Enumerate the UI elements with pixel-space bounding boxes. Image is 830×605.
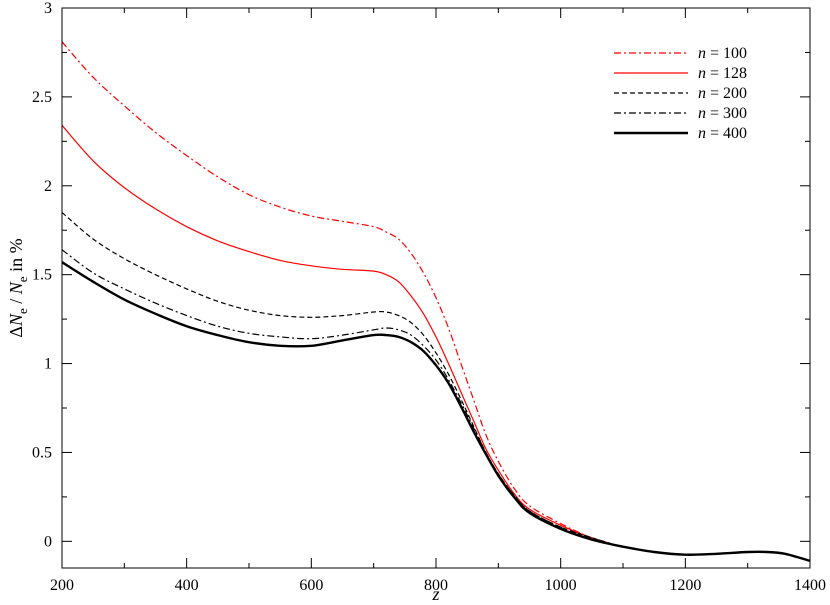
legend-label: n = 128 [698, 65, 747, 82]
ylabel-sub-e: e [15, 308, 30, 314]
series-layer [61, 41, 811, 563]
x-tick-label: 800 [424, 577, 448, 594]
y-tick-label: 0.5 [32, 444, 52, 461]
series-line-5 [61, 261, 811, 563]
y-tick-label: 2 [44, 178, 52, 195]
legend-label-value: = 128 [706, 65, 747, 82]
ylabel-N2: N [6, 281, 26, 295]
x-tick-label: 1000 [545, 577, 577, 594]
x-tick-label: 1400 [794, 577, 826, 594]
ticks-layer: 200 400 600 800 1000 1200 1400 0 0.5 1 1.5 2 2.5 3 [32, 0, 826, 594]
ylabel-sub-e2: e [15, 276, 30, 282]
legend-label-value: = 200 [706, 85, 747, 102]
legend-label: n = 200 [698, 85, 747, 102]
y-tick-label: 0 [44, 533, 52, 550]
ylabel-unit: in % [6, 238, 26, 276]
legend-label-var: n [698, 125, 706, 142]
legend-label-var: n [698, 105, 706, 122]
ylabel-slash: / [6, 294, 26, 308]
x-tick-label: 600 [299, 577, 323, 594]
legend-label-var: n [698, 85, 706, 102]
ylabel-N: N [6, 313, 26, 327]
x-axis-label: z [431, 584, 439, 604]
y-tick-label: 3 [44, 0, 52, 17]
series-line-2 [61, 124, 811, 562]
ylabel-delta: Δ [6, 326, 26, 338]
y-tick-label: 1 [44, 356, 52, 373]
legend-label-value: = 300 [706, 105, 747, 122]
legend-label-var: n [698, 65, 706, 82]
legend-label-value: = 400 [706, 125, 747, 142]
legend-label-var: n [698, 45, 706, 62]
legend-label: n = 400 [698, 125, 747, 142]
legend-label: n = 100 [698, 45, 747, 62]
x-tick-label: 400 [175, 577, 199, 594]
x-tick-label: 200 [50, 577, 74, 594]
legend-label: n = 300 [698, 105, 747, 122]
y-tick-label: 1.5 [32, 267, 52, 284]
y-axis-label: ΔNe / Ne in % [6, 238, 30, 337]
x-tick-label: 1200 [669, 577, 701, 594]
series-line-3 [61, 211, 811, 562]
legend-label-value: = 100 [706, 45, 747, 62]
y-tick-label: 2.5 [32, 89, 52, 106]
